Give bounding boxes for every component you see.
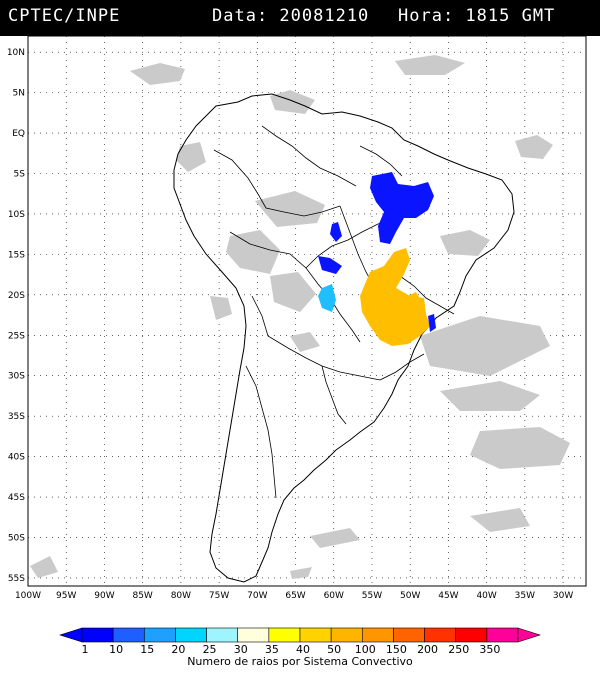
colorbar-cell: [455, 627, 488, 643]
colorbar-cell: [424, 627, 457, 643]
colorbar-tick-label: 250: [448, 643, 469, 656]
colorbar-cells: [59, 627, 541, 643]
coastlines: [173, 93, 515, 583]
colorbar-cell: [175, 627, 207, 643]
colorbar-cell: [206, 627, 239, 643]
longitude-labels: 100W 95W 90W 85W 80W 75W 70W 65W 60W 55W 50W 45W 40W…: [15, 591, 573, 601]
lat-label: 30S: [8, 372, 25, 382]
lat-label: 50S: [8, 533, 25, 543]
colorbar-cell: [237, 627, 270, 643]
colorbar-cell: [299, 627, 332, 643]
colorbar-tick-label: 1: [82, 643, 89, 656]
lon-label: 95W: [56, 591, 76, 601]
lon-label: 75W: [209, 591, 229, 601]
lat-label: 10N: [7, 48, 25, 58]
colorbar-low-arrow: [59, 627, 83, 643]
source-label: CPTEC/INPE: [8, 6, 121, 26]
colorbar-cell: [361, 627, 394, 643]
map-svg: 10N5NEQ5S10S15S20S25S30S35S40S45S50S55S …: [7, 35, 587, 601]
map-frame: [27, 35, 587, 587]
lon-label: 85W: [132, 591, 152, 601]
colorbar-tick-label: 100: [355, 643, 376, 656]
colorbar-cell: [112, 627, 145, 643]
lat-label: 45S: [8, 493, 25, 503]
lat-label: 10S: [8, 210, 25, 220]
colorbar-tick-label: 10: [109, 643, 123, 656]
lon-label: 60W: [324, 591, 344, 601]
lat-label: EQ: [12, 129, 25, 139]
colorbar-caption: Numero de raios por Sistema Convectivo: [187, 655, 413, 668]
lon-label: 65W: [285, 591, 305, 601]
colorbar: 1 10 15 20 25 30 35 40 50 100 150 200 250 350 Numero …: [0, 620, 600, 670]
date-label: Data: 20081210: [212, 6, 370, 26]
colorbar-tick-label: 35: [265, 643, 279, 656]
lat-label: 15S: [8, 250, 25, 260]
lat-label: 55S: [8, 574, 25, 584]
map-panel: 10N 5N EQ 5S 10S 15S 20S 25S 30S 35S 40S 45S 50S 55S …: [0, 35, 600, 616]
lat-label: 35S: [8, 412, 25, 422]
lat-label: 5N: [13, 89, 25, 99]
latitude-labels: 10N 5N EQ 5S 10S 15S 20S 25S 30S 35S 40S 45S 50S 55S: [7, 48, 25, 584]
lon-label: 30W: [553, 591, 573, 601]
lon-label: 55W: [362, 591, 382, 601]
lon-label: 80W: [171, 591, 191, 601]
lon-label: 40W: [476, 591, 496, 601]
colorbar-cell: [268, 627, 301, 643]
lon-label: 70W: [247, 591, 267, 601]
colorbar-tick-label: 30: [234, 643, 248, 656]
map-header: CPTEC/INPE Data: 20081210 Hora: 1815 GMT: [0, 0, 600, 36]
colorbar-tick-label: 200: [417, 643, 438, 656]
time-label: Hora: 1815 GMT: [398, 6, 556, 26]
colorbar-cell: [330, 627, 363, 643]
colorbar-tick-label: 150: [386, 643, 407, 656]
lon-label: 90W: [94, 591, 114, 601]
colorbar-ticks: 1 10 15 20 25 30 35 40 50 100 150 200 250 350: [82, 643, 501, 656]
colorbar-cell: [81, 627, 114, 643]
lat-label: 5S: [14, 170, 26, 180]
lon-label: 50W: [400, 591, 420, 601]
colorbar-cell: [143, 627, 176, 643]
colorbar-tick-label: 20: [171, 643, 185, 656]
colorbar-tick-label: 15: [140, 643, 154, 656]
lat-label: 20S: [8, 291, 25, 301]
colorbar-tick-label: 40: [296, 643, 310, 656]
colorbar-high-arrow: [517, 627, 541, 643]
cloud-cover: [30, 55, 570, 579]
colorbar-cell: [393, 627, 425, 643]
colorbar-tick-label: 25: [203, 643, 217, 656]
lat-label: 25S: [8, 331, 25, 341]
colorbar-tick-label: 50: [327, 643, 341, 656]
lon-label: 35W: [515, 591, 535, 601]
colorbar-tick-label: 350: [479, 643, 500, 656]
lon-label: 45W: [438, 591, 458, 601]
lat-label: 40S: [8, 453, 25, 463]
lon-label: 100W: [15, 591, 41, 601]
convective-systems: [318, 172, 436, 346]
colorbar-cell: [486, 627, 519, 643]
